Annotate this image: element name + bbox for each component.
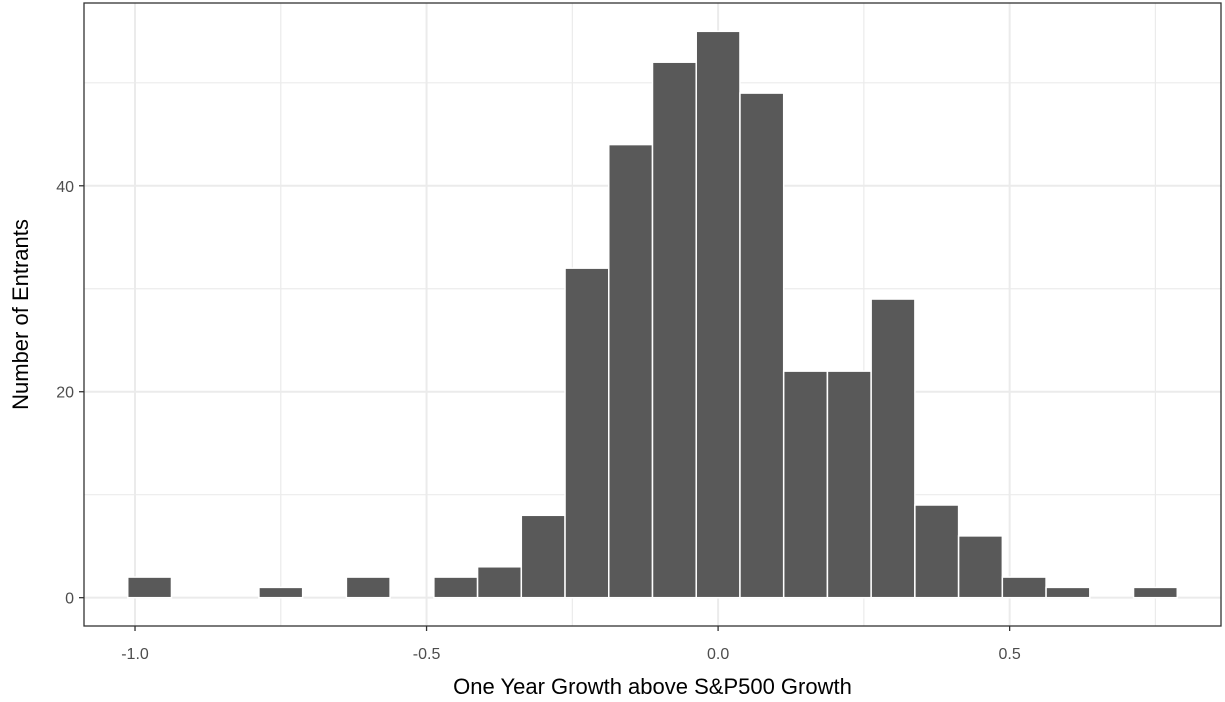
- y-tick-label: 0: [65, 591, 74, 608]
- histogram-bar: [608, 143, 654, 599]
- histogram-bar: [870, 298, 916, 599]
- histogram-bar: [1001, 576, 1047, 599]
- y-tick-label: 20: [56, 385, 74, 402]
- histogram-bar: [476, 566, 523, 599]
- histogram-bar: [520, 514, 566, 599]
- histogram-bar: [695, 30, 741, 599]
- histogram-bars: [126, 30, 1179, 599]
- x-tick-label: 0.0: [707, 646, 729, 663]
- axis-ticks: [79, 185, 1011, 631]
- histogram-bar: [826, 370, 872, 599]
- x-axis-tick-labels: -1.0 -0.5 0.0 0.5: [121, 646, 1021, 663]
- histogram-bar: [1132, 586, 1179, 599]
- histogram-bar: [1045, 586, 1091, 599]
- panel-border: [83, 2, 1222, 627]
- x-tick-label: -1.0: [121, 646, 149, 663]
- x-tick-label: 0.5: [999, 646, 1021, 663]
- x-tick-label: -0.5: [413, 646, 441, 663]
- histogram-bar: [782, 370, 829, 599]
- y-axis-tick-labels: 0 20 40: [56, 179, 74, 608]
- histogram-bar: [957, 535, 1004, 599]
- histogram-bar: [345, 576, 391, 599]
- y-tick-label: 40: [56, 179, 74, 196]
- histogram-bar: [564, 267, 610, 599]
- x-axis-title: One Year Growth above S&P500 Growth: [453, 674, 852, 699]
- histogram-bar: [651, 61, 697, 599]
- histogram-bar: [258, 586, 304, 599]
- histogram-bar: [914, 504, 960, 599]
- histogram-bar: [433, 576, 479, 599]
- histogram-bar: [739, 92, 785, 599]
- histogram-bar: [126, 576, 173, 599]
- y-axis-title: Number of Entrants: [8, 219, 33, 410]
